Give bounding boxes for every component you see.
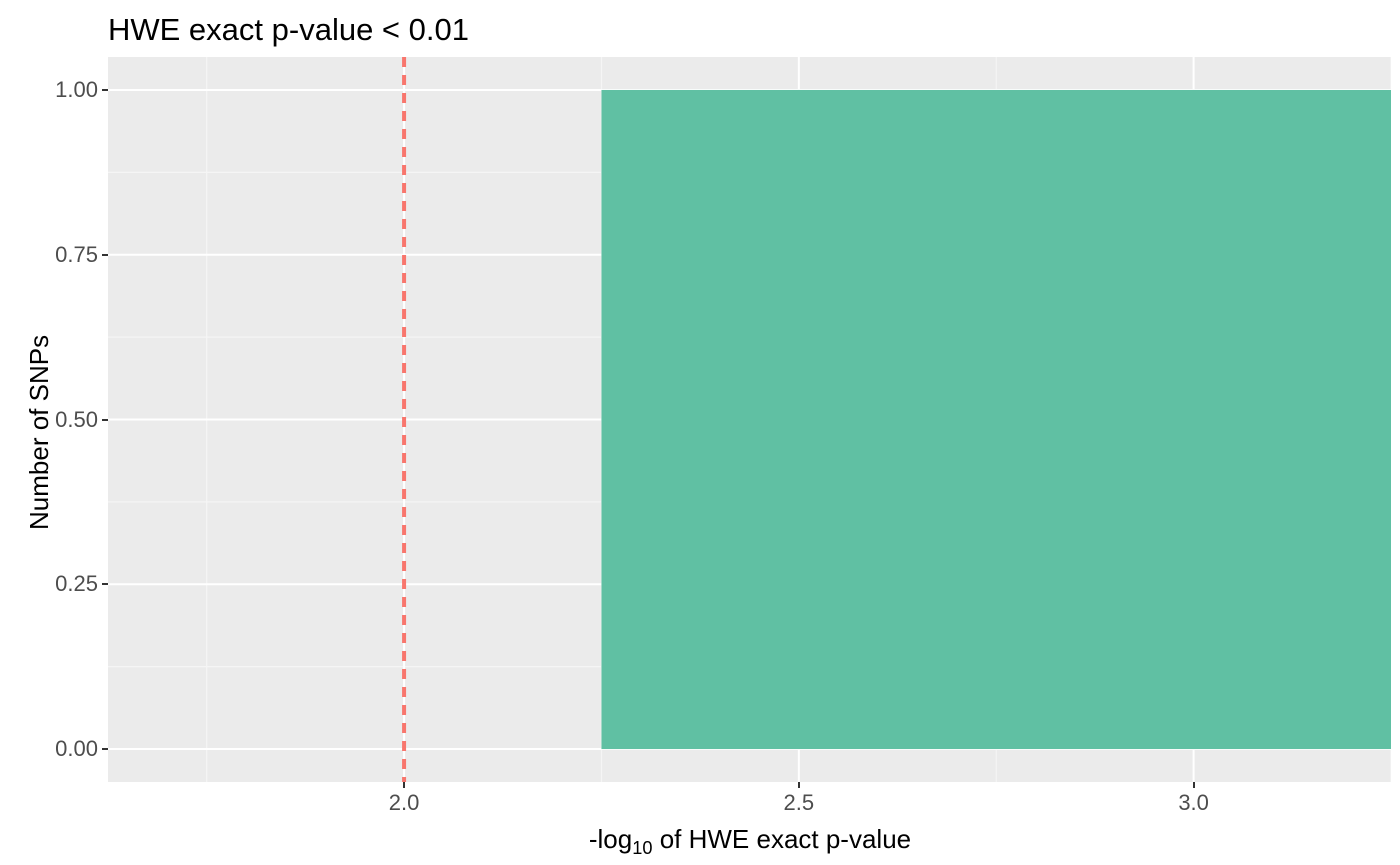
y-tick-label: 0.00	[55, 736, 98, 762]
chart-container: HWE exact p-value < 0.01 Number of SNPs …	[0, 0, 1400, 865]
x-tick-mark	[403, 782, 405, 788]
y-tick-label: 1.00	[55, 77, 98, 103]
chart-title: HWE exact p-value < 0.01	[108, 12, 469, 48]
y-tick-label: 0.25	[55, 571, 98, 597]
x-tick-label: 3.0	[1174, 790, 1214, 816]
y-tick-label: 0.75	[55, 242, 98, 268]
y-tick-mark	[102, 748, 108, 750]
x-tick-label: 2.5	[779, 790, 819, 816]
y-tick-mark	[102, 419, 108, 421]
x-tick-mark	[798, 782, 800, 788]
plot-area	[108, 57, 1391, 782]
y-tick-label: 0.50	[55, 407, 98, 433]
x-tick-mark	[1193, 782, 1195, 788]
y-tick-mark	[102, 89, 108, 91]
y-tick-mark	[102, 583, 108, 585]
y-axis-label: Number of SNPs	[24, 335, 55, 530]
x-axis-label: -log10 of HWE exact p-value	[0, 824, 1400, 859]
x-axis-label-text: -log10 of HWE exact p-value	[589, 824, 911, 854]
y-tick-mark	[102, 254, 108, 256]
x-tick-label: 2.0	[384, 790, 424, 816]
